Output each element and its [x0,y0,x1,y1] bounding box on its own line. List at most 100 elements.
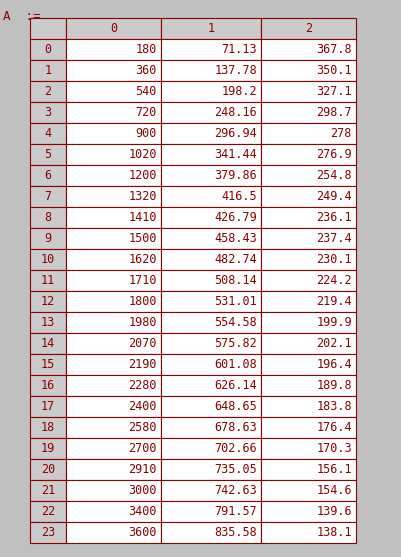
Text: 154.6: 154.6 [316,484,351,497]
Text: 236.1: 236.1 [316,211,351,224]
Text: 4: 4 [45,127,51,140]
Bar [260,333,355,354]
Text: 426.79: 426.79 [214,211,256,224]
Text: 678.63: 678.63 [214,421,256,434]
Bar [160,270,260,291]
Bar [66,291,160,312]
Bar [30,228,66,249]
Text: 11: 11 [41,274,55,287]
Bar [66,438,160,459]
Bar [260,165,355,186]
Text: 249.4: 249.4 [316,190,351,203]
Text: 183.8: 183.8 [316,400,351,413]
Text: 18: 18 [41,421,55,434]
Bar [66,60,160,81]
Text: 648.65: 648.65 [214,400,256,413]
Text: 791.57: 791.57 [214,505,256,518]
Text: 170.3: 170.3 [316,442,351,455]
Bar [160,102,260,123]
Text: 3: 3 [45,106,51,119]
Bar [160,249,260,270]
Bar [30,186,66,207]
Bar [30,270,66,291]
Text: 3400: 3400 [128,505,157,518]
Bar [260,144,355,165]
Bar [260,375,355,396]
Bar [66,375,160,396]
Bar [160,312,260,333]
Text: 16: 16 [41,379,55,392]
Bar [160,228,260,249]
Bar [30,207,66,228]
Text: 10: 10 [41,253,55,266]
Text: 575.82: 575.82 [214,337,256,350]
Text: 0: 0 [45,43,51,56]
Bar [160,522,260,543]
Text: 180: 180 [135,43,157,56]
Bar [260,417,355,438]
Text: 248.16: 248.16 [214,106,256,119]
Bar [30,417,66,438]
Bar [260,102,355,123]
Text: 139.6: 139.6 [316,505,351,518]
Text: 341.44: 341.44 [214,148,256,161]
Text: 2400: 2400 [128,400,157,413]
Bar [160,501,260,522]
Bar [66,102,160,123]
Text: 198.2: 198.2 [221,85,256,98]
Text: 176.4: 176.4 [316,421,351,434]
Text: 2280: 2280 [128,379,157,392]
Text: 1: 1 [207,22,214,35]
Bar [66,522,160,543]
Text: 254.8: 254.8 [316,169,351,182]
Text: 350.1: 350.1 [316,64,351,77]
Text: 199.9: 199.9 [316,316,351,329]
Text: 601.08: 601.08 [214,358,256,371]
Bar [30,102,66,123]
Text: 2910: 2910 [128,463,157,476]
Bar [260,39,355,60]
Text: 360: 360 [135,64,157,77]
Bar [160,375,260,396]
Bar [66,165,160,186]
Bar [30,18,66,39]
Bar [160,333,260,354]
Bar [260,60,355,81]
Bar [66,459,160,480]
Text: 137.78: 137.78 [214,64,256,77]
Bar [66,81,160,102]
Text: 720: 720 [135,106,157,119]
Text: 15: 15 [41,358,55,371]
Text: 1020: 1020 [128,148,157,161]
Text: 1: 1 [45,64,51,77]
Bar [260,291,355,312]
Text: 9: 9 [45,232,51,245]
Bar [260,123,355,144]
Bar [160,186,260,207]
Bar [260,18,355,39]
Bar [30,459,66,480]
Bar [160,81,260,102]
Text: 196.4: 196.4 [316,358,351,371]
Bar [30,480,66,501]
Text: 156.1: 156.1 [316,463,351,476]
Bar [160,354,260,375]
Bar [160,60,260,81]
Text: 1710: 1710 [128,274,157,287]
Bar [30,396,66,417]
Bar [30,81,66,102]
Bar [160,417,260,438]
Bar [260,207,355,228]
Text: 22: 22 [41,505,55,518]
Bar [260,501,355,522]
Bar [30,39,66,60]
Bar [30,165,66,186]
Text: 702.66: 702.66 [214,442,256,455]
Text: 71.13: 71.13 [221,43,256,56]
Bar [160,396,260,417]
Bar [260,186,355,207]
Text: 508.14: 508.14 [214,274,256,287]
Text: 3000: 3000 [128,484,157,497]
Text: 554.58: 554.58 [214,316,256,329]
Text: 1620: 1620 [128,253,157,266]
